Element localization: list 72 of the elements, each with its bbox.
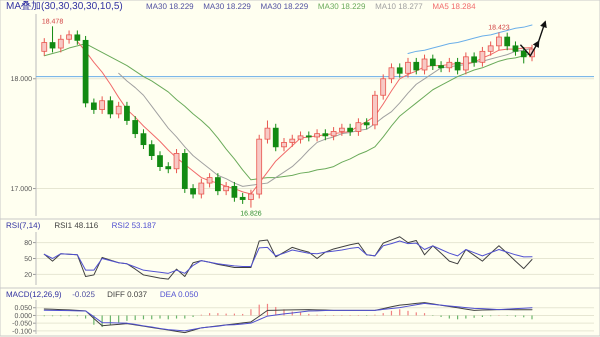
candlestick [240, 192, 246, 204]
candlestick [214, 172, 221, 196]
chart-title: MACD(12,26,9) [6, 290, 62, 299]
candlestick [174, 148, 180, 174]
candlestick [198, 178, 204, 199]
candlestick [520, 46, 527, 64]
text: MA5 18.284 [432, 2, 476, 11]
candlestick [347, 123, 354, 136]
candlestick [116, 101, 122, 119]
candlestick [157, 150, 163, 172]
candlestick [232, 181, 238, 202]
candlestick [422, 54, 428, 75]
candlestick [99, 96, 106, 114]
candlestick [504, 32, 510, 51]
candlestick [488, 40, 494, 56]
candlestick [298, 130, 304, 144]
text: MA10 18.277 [375, 2, 424, 11]
candlestick [248, 189, 254, 208]
candlestick [58, 34, 64, 53]
candlestick [438, 60, 444, 73]
candlestick [330, 126, 336, 141]
candlestick [124, 101, 130, 126]
candlestick [90, 98, 97, 114]
candlestick [462, 52, 469, 75]
candlestick [314, 128, 320, 142]
candlestick [356, 118, 362, 136]
candlestick [50, 26, 56, 53]
chart-title: RSI(7,14) [6, 221, 41, 230]
candlestick [471, 52, 478, 68]
candlestick [190, 184, 196, 199]
text: MA30 18.229 [146, 2, 194, 11]
candlestick [165, 162, 172, 174]
candlestick [364, 118, 370, 130]
candlestick [338, 123, 345, 136]
text: DEA 0.050 [160, 290, 199, 299]
text: MA30 18.229 [260, 2, 309, 11]
candlestick [66, 30, 72, 44]
text: RSI1 48.116 [54, 221, 99, 230]
candlestick [140, 128, 146, 150]
text: MA30 18.229 [318, 2, 366, 11]
candlestick [405, 57, 411, 78]
text: MA30 18.229 [203, 2, 252, 11]
text: -0.025 [72, 290, 96, 299]
text: DIFF 0.037 [107, 290, 148, 299]
candlestick [41, 38, 48, 56]
candlestick [289, 134, 296, 148]
chart-title: MA叠加(30,30,30,30,10,5) [6, 0, 123, 12]
line-series [44, 236, 532, 280]
candlestick [413, 57, 420, 75]
candlestick [281, 138, 287, 152]
candlestick [380, 74, 386, 100]
candlestick [223, 181, 230, 196]
candlestick [446, 57, 452, 73]
candlestick [388, 62, 394, 84]
candlestick [74, 30, 80, 46]
candlestick [396, 62, 403, 78]
candlestick [206, 172, 212, 188]
candlestick [148, 140, 155, 161]
candlestick [108, 96, 114, 119]
candlestick [512, 40, 518, 56]
candlestick [132, 116, 138, 139]
candlestick [264, 120, 270, 144]
line-series [44, 240, 532, 274]
candlestick [272, 123, 279, 152]
candlestick [454, 57, 460, 75]
candlestick [306, 130, 312, 142]
text: RSI2 53.187 [112, 221, 157, 230]
candlestick [322, 128, 328, 141]
candlestick [430, 54, 436, 70]
candlestick [496, 32, 502, 51]
candlestick [480, 46, 486, 68]
line-series [408, 24, 532, 54]
